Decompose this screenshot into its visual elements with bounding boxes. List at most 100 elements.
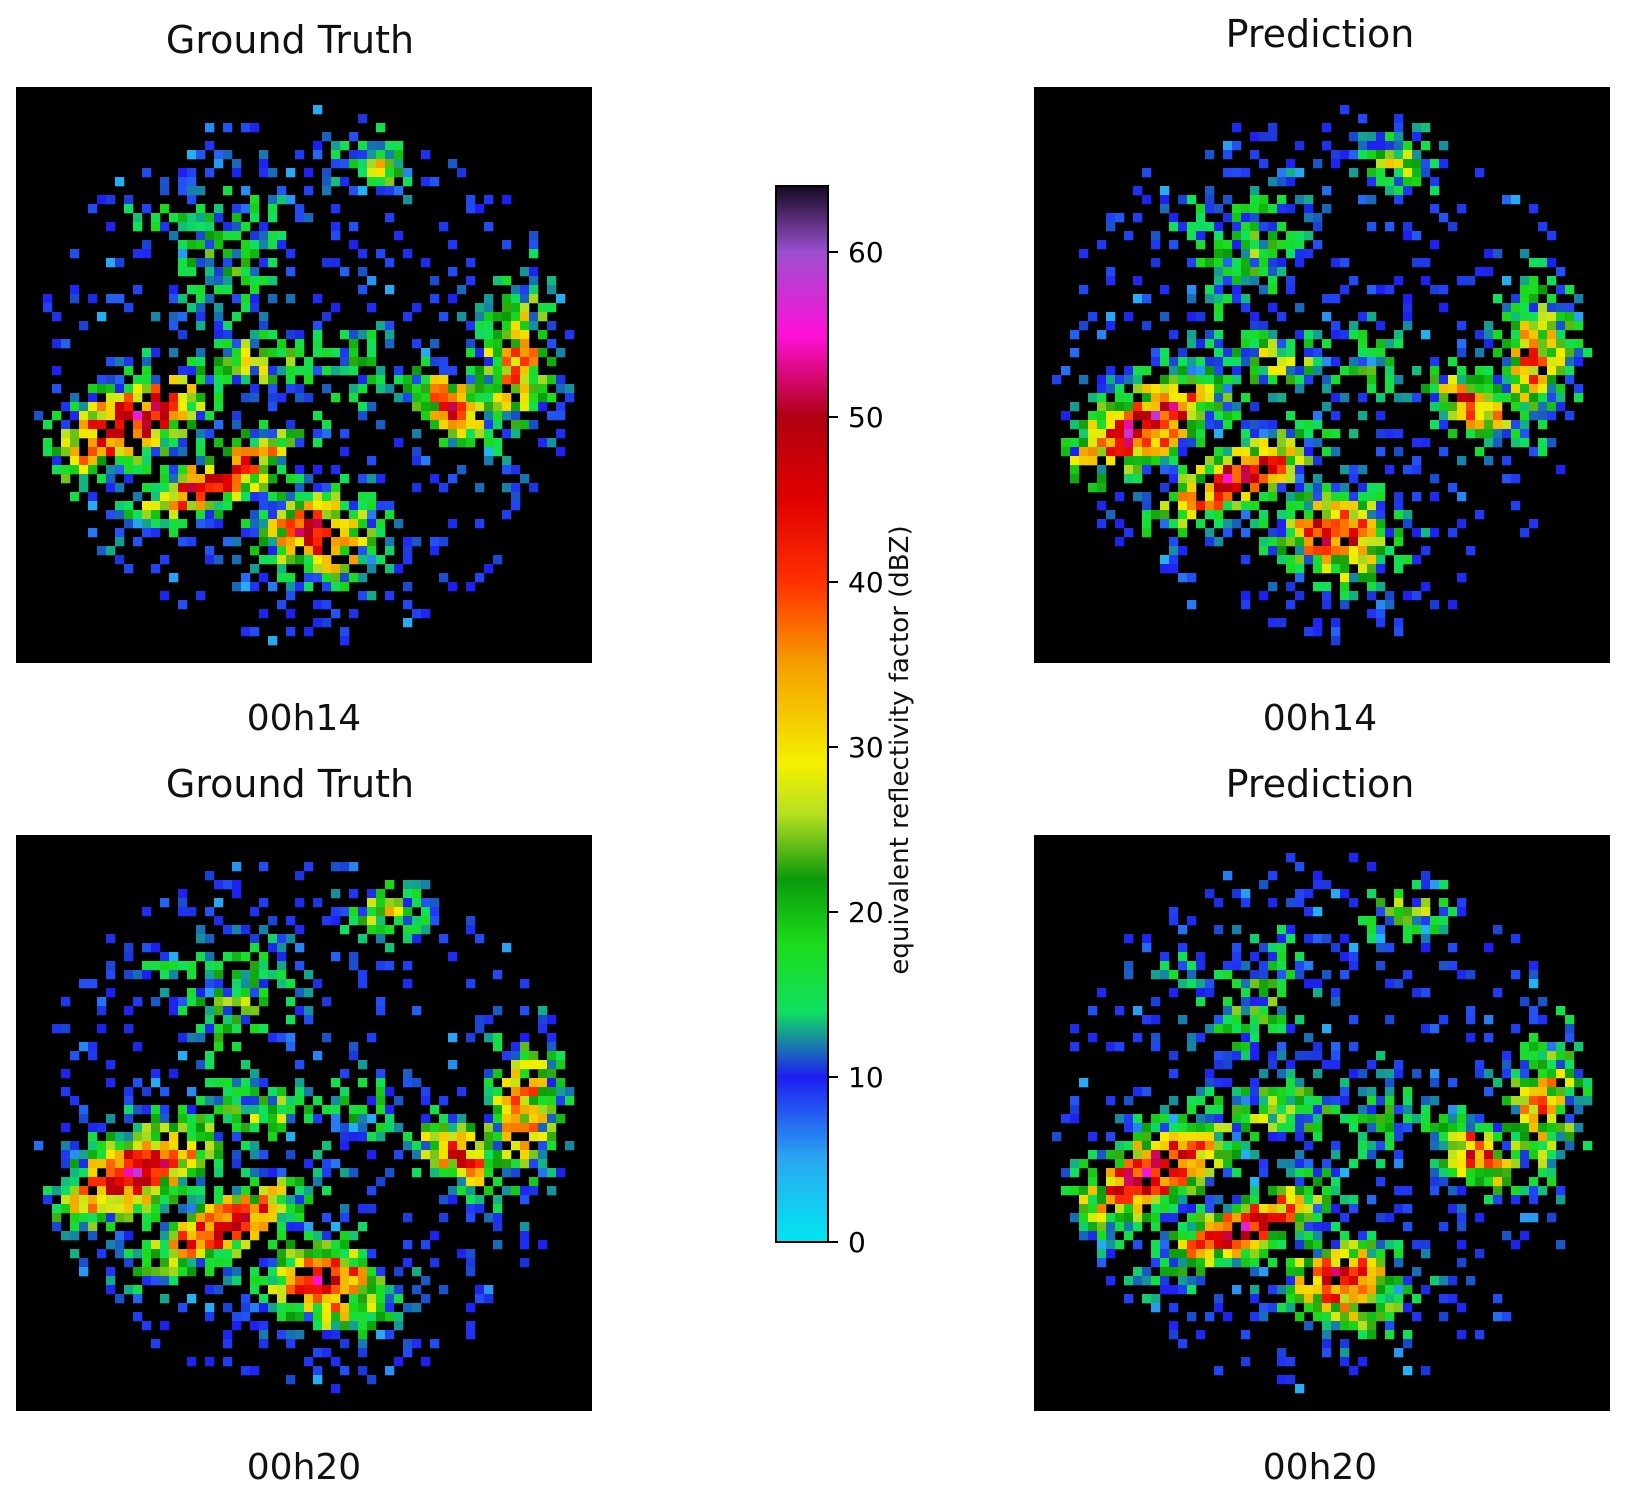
radar-cell (268, 1303, 278, 1313)
radar-cell (1295, 492, 1305, 502)
radar-cell (70, 1096, 80, 1106)
radar-cell (1394, 1204, 1404, 1214)
radar-cell (1484, 456, 1494, 466)
radar-cell (205, 1006, 215, 1016)
radar-cell (1196, 1114, 1206, 1124)
radar-cell (1457, 573, 1467, 583)
radar-cell (403, 384, 413, 394)
radar-cell (1196, 1096, 1206, 1106)
radar-cell (385, 510, 395, 520)
radar-cell (151, 1141, 161, 1151)
radar-cell (1520, 1159, 1530, 1169)
radar-cell (1367, 889, 1377, 899)
radar-cell (1457, 1159, 1467, 1169)
radar-cell (358, 141, 368, 151)
radar-cell (1349, 573, 1359, 583)
radar-cell (1583, 1141, 1593, 1151)
radar-cell (142, 1222, 152, 1232)
radar-cell (484, 321, 494, 331)
radar-cell (520, 979, 530, 989)
radar-cell (115, 375, 125, 385)
radar-cell (1385, 141, 1395, 151)
radar-cell (169, 231, 179, 241)
radar-cell (412, 916, 422, 926)
radar-cell (142, 1168, 152, 1178)
radar-cell (1457, 492, 1467, 502)
radar-cell (232, 339, 242, 349)
radar-cell (250, 907, 260, 917)
radar-cell (1430, 402, 1440, 412)
radar-cell (1520, 357, 1530, 367)
radar-cell (259, 312, 269, 322)
radar-cell (1241, 501, 1251, 511)
radar-cell (1115, 438, 1125, 448)
radar-cell (1241, 1042, 1251, 1052)
radar-cell (1376, 925, 1386, 935)
radar-cell (1304, 907, 1314, 917)
radar-cell (439, 1285, 449, 1295)
radar-cell (1529, 402, 1539, 412)
radar-cell (304, 627, 314, 637)
radar-cell (1286, 168, 1296, 178)
radar-cell (61, 997, 71, 1007)
radar-cell (1322, 294, 1332, 304)
radar-cell (313, 1231, 323, 1241)
radar-cell (1421, 907, 1431, 917)
radar-cell (259, 168, 269, 178)
radar-cell (1241, 889, 1251, 899)
radar-cell (1529, 1006, 1539, 1016)
radar-cell (1412, 1114, 1422, 1124)
radar-cell (1196, 465, 1206, 475)
radar-cell (1214, 249, 1224, 259)
radar-cell (520, 339, 530, 349)
radar-cell (88, 438, 98, 448)
radar-cell (331, 564, 341, 574)
radar-cell (133, 1204, 143, 1214)
radar-cell (223, 1258, 233, 1268)
radar-cell (1295, 375, 1305, 385)
radar-cell (1484, 1015, 1494, 1025)
radar-cell (1196, 474, 1206, 484)
radar-cell (1556, 1087, 1566, 1097)
radar-cell (520, 393, 530, 403)
radar-cell (1403, 186, 1413, 196)
radar-cell (43, 303, 53, 313)
radar-cell (1421, 330, 1431, 340)
radar-cell (1484, 1087, 1494, 1097)
radar-cell (115, 1231, 125, 1241)
radar-cell (1295, 1231, 1305, 1241)
radar-cell (1511, 1141, 1521, 1151)
radar-cell (178, 294, 188, 304)
radar-cell (232, 1195, 242, 1205)
radar-cell (493, 357, 503, 367)
radar-cell (421, 1276, 431, 1286)
radar-cell (1349, 492, 1359, 502)
panel-title-pred-2: Prediction (1225, 762, 1415, 806)
radar-cell (1421, 582, 1431, 592)
radar-cell (232, 1078, 242, 1088)
radar-cell (1187, 330, 1197, 340)
radar-cell (169, 961, 179, 971)
radar-cell (1430, 159, 1440, 169)
radar-cell (169, 1222, 179, 1232)
radar-cell (1439, 393, 1449, 403)
radar-cell (1304, 1195, 1314, 1205)
radar-cell (1502, 1231, 1512, 1241)
radar-cell (286, 1105, 296, 1115)
radar-cell (340, 1141, 350, 1151)
radar-cell (1160, 1195, 1170, 1205)
radar-cell (1304, 1087, 1314, 1097)
radar-cell (1295, 1132, 1305, 1142)
radar-cell (187, 411, 197, 421)
radar-cell (1115, 1195, 1125, 1205)
radar-cell (1565, 303, 1575, 313)
radar-cell (205, 907, 215, 917)
radar-cell (1574, 339, 1584, 349)
radar-cell (1070, 1042, 1080, 1052)
radar-cell (547, 1069, 557, 1079)
radar-cell (61, 1186, 71, 1196)
radar-cell (349, 1042, 359, 1052)
radar-cell (1358, 1132, 1368, 1142)
radar-cell (1205, 510, 1215, 520)
radar-cell (367, 1294, 377, 1304)
